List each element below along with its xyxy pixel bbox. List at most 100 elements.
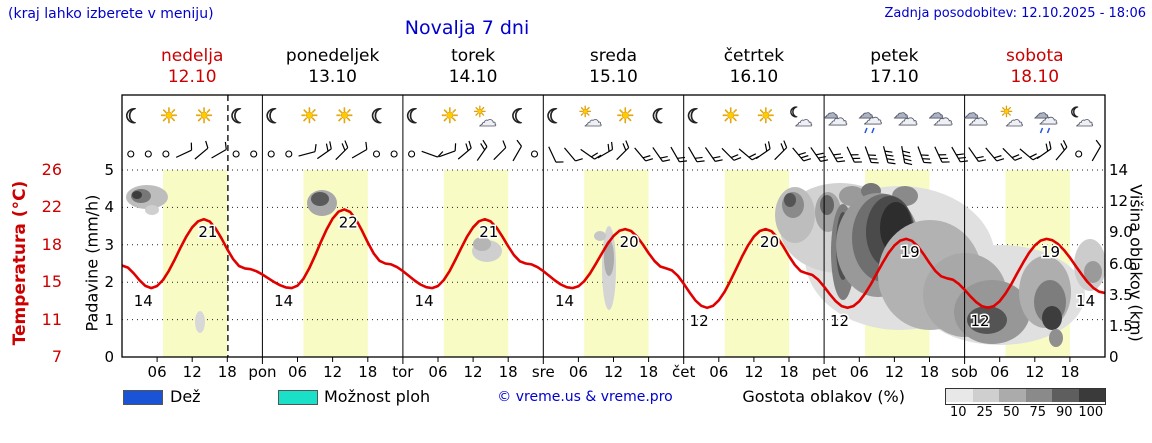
density-step-50	[999, 389, 1026, 402]
wind-barb-icon	[1055, 140, 1068, 161]
weather-icon-sun-cloud: ☀☁	[473, 103, 497, 132]
wind-barb-icon	[934, 146, 950, 163]
svg-text:☾: ☾	[265, 104, 283, 128]
svg-text:☀: ☀	[616, 104, 635, 128]
svg-text:☁: ☁	[968, 106, 988, 130]
wind-calm-icon	[408, 150, 416, 158]
copyright-link[interactable]: © vreme.us & vreme.pro	[497, 389, 673, 405]
svg-text:14: 14	[274, 292, 293, 310]
svg-text:☀: ☀	[578, 103, 591, 121]
svg-text:☁: ☁	[898, 106, 918, 130]
wind-calm-icon	[530, 150, 539, 158]
wind-barb-icon	[810, 147, 829, 162]
svg-text:☁: ☁	[858, 104, 873, 122]
weather-icon-moon: ☾	[686, 104, 705, 129]
svg-text:☁: ☁	[1034, 104, 1049, 122]
cloud-density-label: Gostota oblakov (%)	[742, 387, 905, 406]
wind-barb-icon	[670, 146, 688, 163]
weather-icon-moon: ☾	[405, 104, 424, 129]
wind-barb-icon	[846, 146, 862, 163]
showers-swatch	[278, 390, 318, 405]
wind-barb-icon	[457, 140, 472, 160]
wind-barb-icon	[704, 147, 723, 162]
svg-text:☀: ☀	[335, 104, 354, 128]
wind-barb-icon	[882, 146, 896, 165]
svg-text:20: 20	[760, 233, 779, 251]
weather-icon-moon-cloud: ☾☁	[789, 105, 813, 132]
svg-text:☀: ☀	[300, 104, 319, 128]
svg-text:☁: ☁	[933, 106, 953, 130]
showers-legend-label: Možnost ploh	[324, 387, 431, 406]
svg-text:12: 12	[690, 312, 709, 330]
svg-text:☀: ☀	[473, 103, 486, 121]
weather-icon-sun: ☀	[440, 104, 459, 129]
wind-barb-icon	[580, 148, 602, 160]
weather-icon-clouds: ☁☁	[963, 104, 988, 131]
weather-icon-moon: ☾	[546, 104, 565, 129]
weather-icon-clouds: ☁☁	[893, 104, 918, 131]
weather-icon-cloud-rain: ☁☁	[1034, 104, 1058, 134]
svg-text:☾: ☾	[511, 104, 529, 128]
weather-icon-moon-cloud: ☾☁	[1070, 105, 1094, 132]
wind-barb-icon	[652, 147, 671, 162]
wind-barb-icon	[687, 146, 705, 163]
svg-text:☁: ☁	[1005, 110, 1023, 131]
wind-calm-icon	[127, 150, 135, 158]
wind-calm-icon	[267, 150, 275, 158]
density-step-90	[1052, 389, 1079, 402]
svg-text:21: 21	[198, 223, 217, 241]
svg-text:19: 19	[901, 243, 920, 261]
wind-barb-icon	[335, 140, 349, 161]
wind-barb-icon	[1002, 147, 1023, 161]
wind-barb-icon	[563, 147, 583, 162]
wind-barb-icon	[317, 141, 332, 160]
svg-text:12: 12	[970, 312, 989, 330]
wind-calm-icon	[144, 150, 152, 158]
svg-text:☾: ☾	[789, 105, 802, 121]
wind-barb-icon	[951, 146, 968, 163]
weather-icon-cloud-rain: ☁☁	[858, 104, 883, 134]
wind-barb-icon	[175, 142, 193, 158]
wind-barb-icon	[211, 141, 227, 159]
svg-text:14: 14	[1076, 292, 1095, 310]
svg-text:14: 14	[555, 292, 574, 310]
wind-barb-icon	[901, 146, 913, 166]
wind-barb-icon	[968, 147, 987, 162]
svg-text:☀: ☀	[159, 104, 178, 128]
weather-icon-sun: ☀	[615, 104, 635, 129]
weather-icon-sun: ☀	[159, 104, 178, 129]
svg-text:☾: ☾	[686, 104, 704, 128]
wind-barb-icon	[1019, 148, 1040, 161]
weather-icon-moon: ☾	[370, 104, 389, 129]
weather-icon-sun: ☀	[335, 104, 354, 129]
weather-icon-moon: ☾	[230, 104, 249, 129]
wind-calm-icon	[372, 150, 381, 158]
page-title: Novalja 7 dni	[404, 17, 530, 39]
wind-barb-icon	[438, 143, 457, 158]
svg-text:22: 22	[339, 213, 358, 231]
svg-text:☾: ☾	[125, 104, 143, 128]
weather-icon-moon: ☾	[651, 104, 670, 129]
wind-barb-icon	[792, 147, 812, 162]
svg-text:☾: ☾	[370, 104, 388, 128]
svg-text:☁: ☁	[1076, 110, 1094, 131]
svg-text:☀: ☀	[1000, 103, 1013, 121]
weather-icon-sun: ☀	[721, 104, 740, 129]
svg-text:☾: ☾	[230, 104, 248, 128]
svg-text:21: 21	[479, 223, 498, 241]
wind-barb-icon	[476, 139, 488, 161]
wind-barb-icon	[774, 140, 788, 161]
svg-text:☾: ☾	[546, 104, 564, 128]
svg-text:☁: ☁	[964, 104, 979, 122]
wind-barb-icon	[616, 140, 630, 161]
svg-text:☾: ☾	[651, 104, 669, 128]
wind-barb-icon	[298, 144, 317, 157]
svg-text:☁: ☁	[795, 110, 813, 131]
weather-icon-clouds: ☁☁	[823, 104, 848, 131]
wind-barb-icon	[864, 146, 879, 164]
svg-text:☀: ☀	[195, 104, 214, 128]
cloud-density-scale	[945, 388, 1106, 405]
weather-icon-sun: ☀	[300, 104, 319, 129]
wind-barb-icon	[597, 141, 614, 159]
